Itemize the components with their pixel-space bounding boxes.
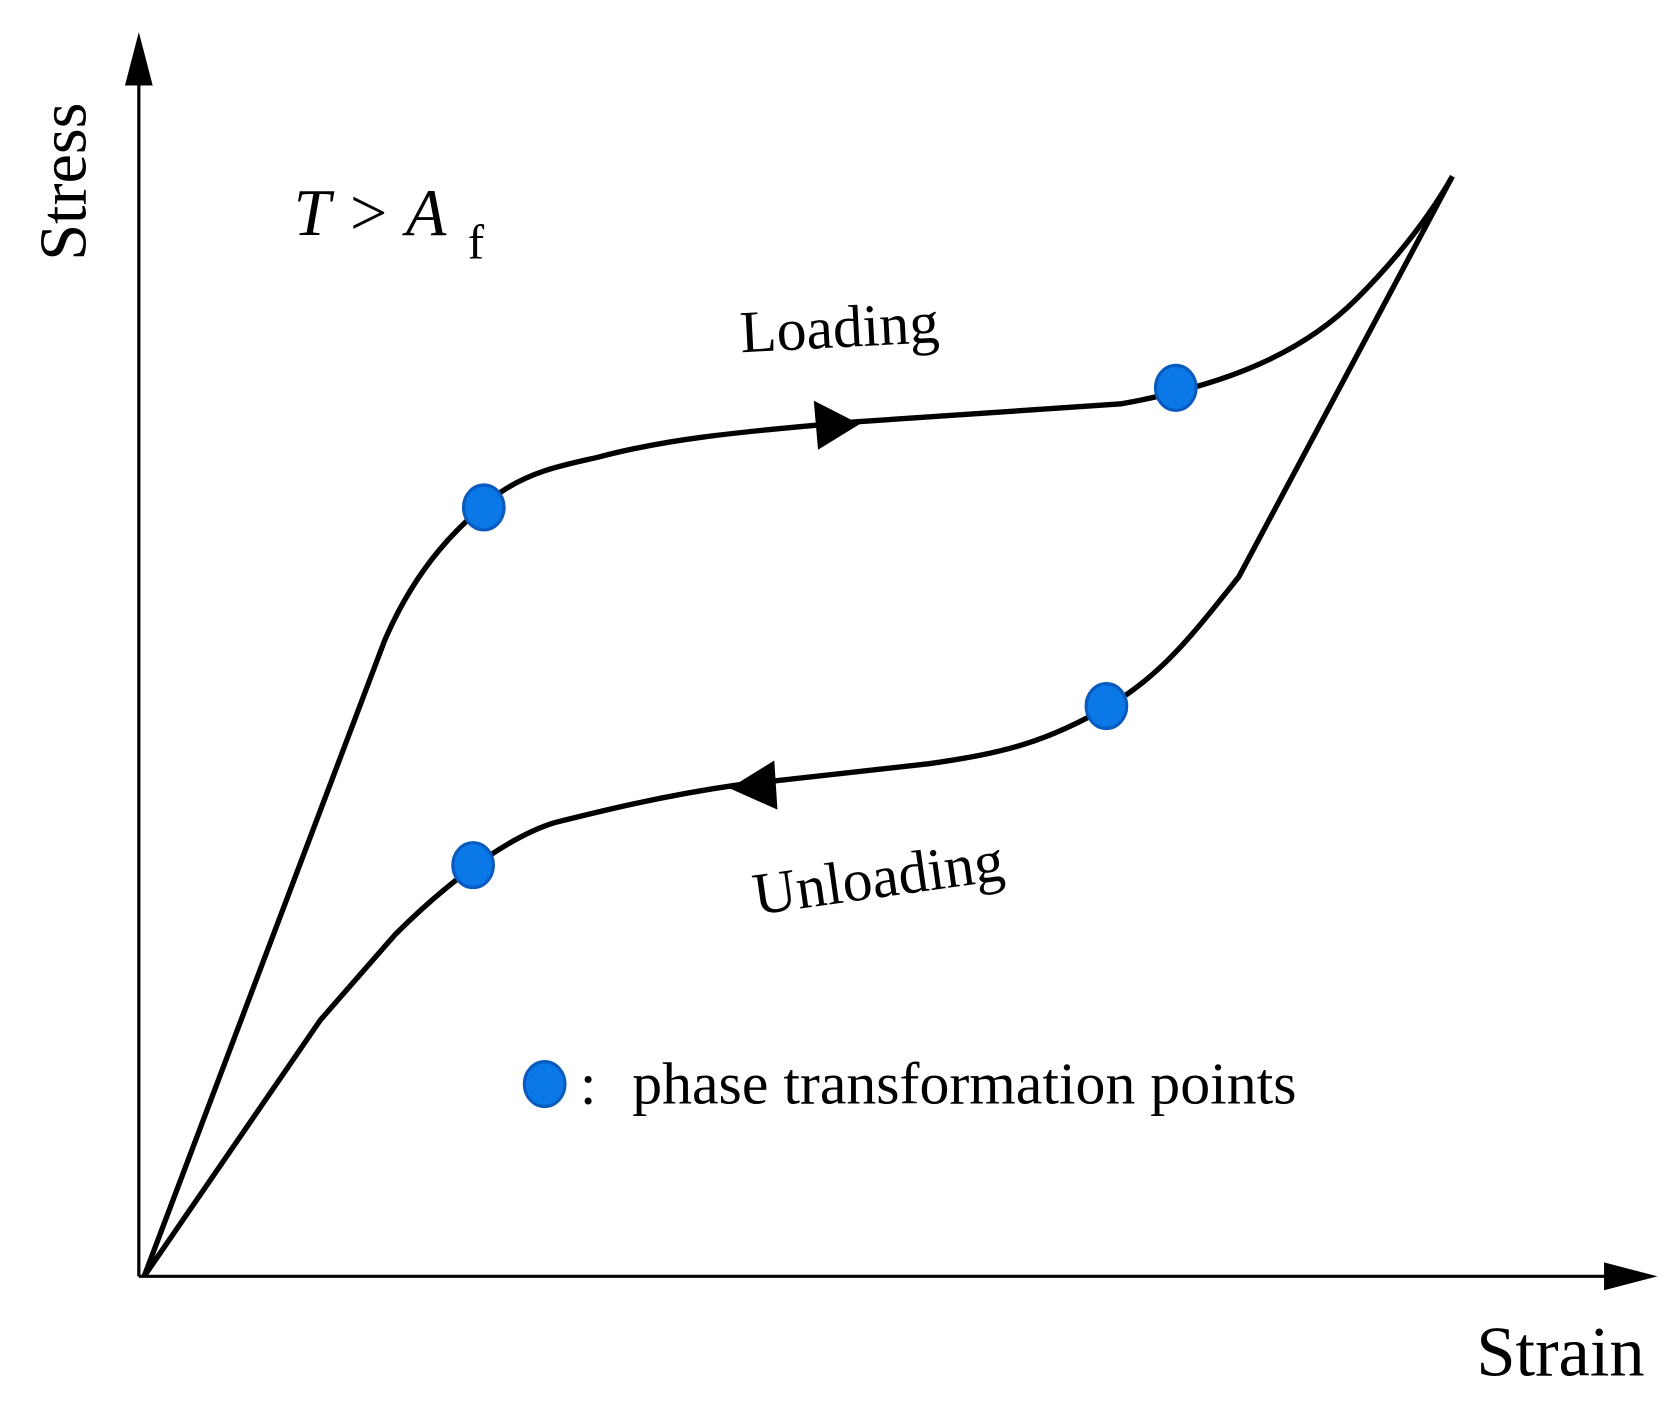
- legend-marker: [522, 1060, 567, 1109]
- legend-text: phase transformation points: [632, 1050, 1296, 1116]
- transformation-point: [461, 483, 506, 532]
- y-axis-label: Stress: [27, 103, 100, 261]
- loading-label: Loading: [738, 289, 940, 365]
- x-axis-label: Strain: [1476, 1314, 1644, 1392]
- condition-subscript: f: [468, 215, 485, 270]
- x-axis-arrow: [1604, 1262, 1658, 1291]
- transformation-point: [1153, 363, 1198, 412]
- legend-separator: :: [580, 1050, 597, 1116]
- transformation-point: [451, 841, 495, 890]
- condition: T > A: [294, 177, 447, 250]
- loading-arrow: [813, 400, 860, 450]
- transformation-point: [1084, 682, 1129, 731]
- y-axis-arrow: [124, 32, 153, 86]
- unloading-arrow: [729, 760, 778, 810]
